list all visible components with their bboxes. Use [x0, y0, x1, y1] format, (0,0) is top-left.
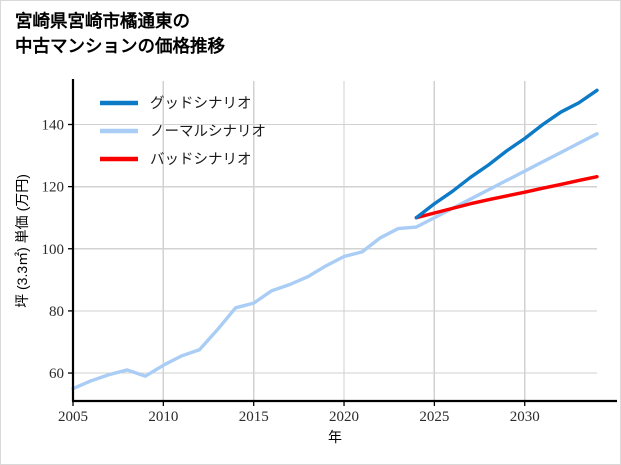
- chart-title: 宮崎県宮崎市橘通東の 中古マンションの価格推移: [15, 11, 225, 56]
- x-tick-label-2030: 2030: [510, 409, 540, 425]
- x-tick-label-2015: 2015: [239, 409, 269, 425]
- y-tick-label-140: 140: [42, 117, 65, 133]
- x-tick-label-2010: 2010: [148, 409, 178, 425]
- legend-label-2: バッドシナリオ: [150, 152, 252, 168]
- legend-label-0: グッドシナリオ: [150, 95, 252, 112]
- axis-titles: 年 坪 (3.3㎡) 単価 (万円): [14, 174, 342, 445]
- axis-ticks: 60 80 100 120 140 2005 2010 2015 2020 2025 2030: [42, 117, 540, 425]
- x-tick-label-2020: 2020: [329, 409, 359, 425]
- x-axis-title: 年: [328, 429, 342, 445]
- x-tick-label-2025: 2025: [419, 409, 449, 425]
- series-line-グッドシナリオ: [414, 88, 599, 220]
- series-lines: [71, 88, 599, 391]
- x-tick-label-2005: 2005: [58, 409, 88, 425]
- y-tick-label-100: 100: [42, 242, 65, 258]
- gridlines: [72, 81, 597, 401]
- series-line-ノーマルシナリオ: [71, 132, 599, 391]
- y-tick-label-80: 80: [49, 304, 64, 320]
- y-axis-title: 坪 (3.3㎡) 単価 (万円): [14, 174, 30, 308]
- legend-label-1: ノーマルシナリオ: [150, 124, 266, 140]
- y-tick-label-60: 60: [49, 366, 64, 382]
- series-line-バッドシナリオ: [414, 174, 599, 220]
- y-tick-label-120: 120: [42, 180, 65, 196]
